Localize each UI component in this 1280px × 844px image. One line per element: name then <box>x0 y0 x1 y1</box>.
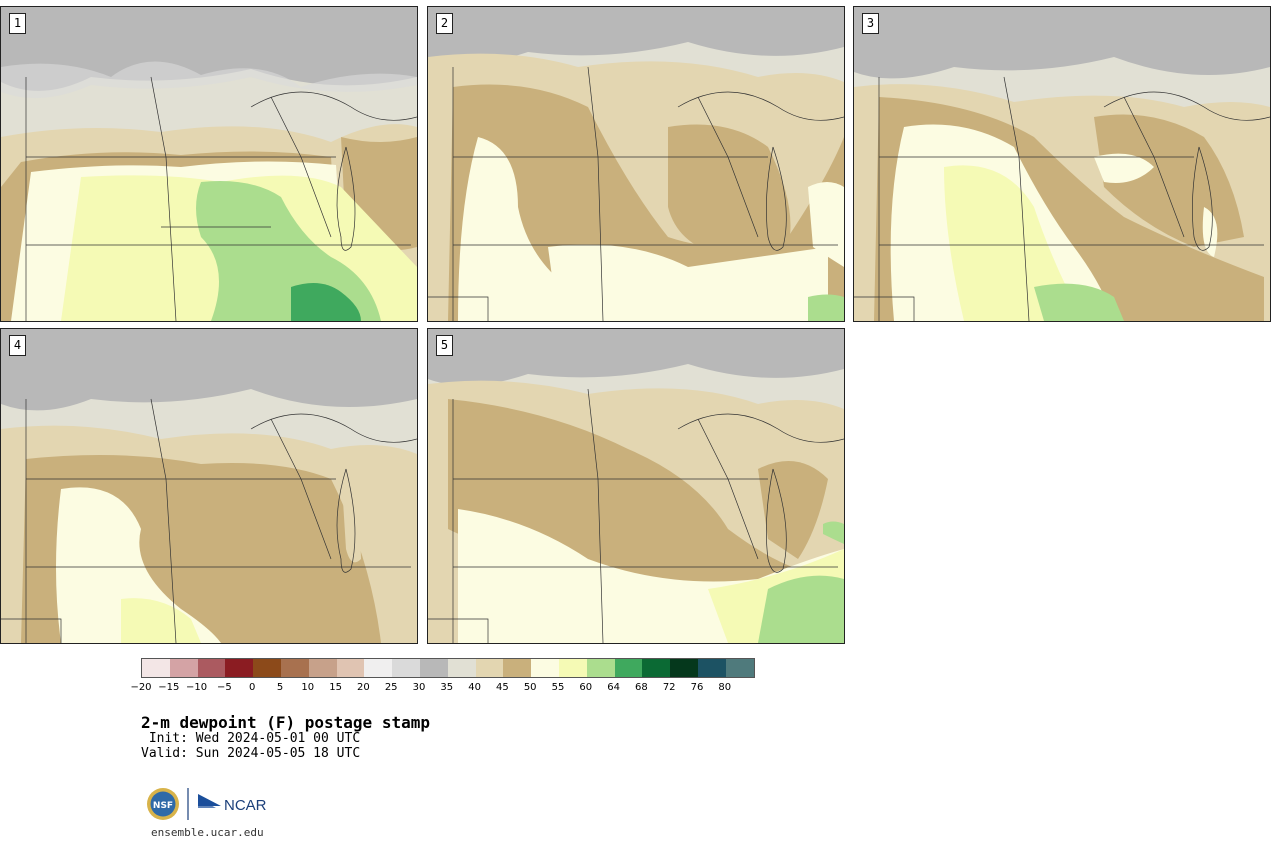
colorbar-swatch <box>336 659 365 677</box>
dewpoint-map-2 <box>428 7 844 321</box>
colorbar-swatch <box>447 659 476 677</box>
svg-text:NCAR: NCAR <box>224 797 267 814</box>
colorbar-tick-label: 5 <box>276 682 284 693</box>
colorbar-tick-label: 60 <box>579 682 593 693</box>
colorbar-swatch <box>142 659 170 677</box>
map-panel-3: 3 <box>853 6 1271 322</box>
colorbar-swatch <box>364 659 393 677</box>
map-panel-2: 2 <box>427 6 845 322</box>
panel-number: 3 <box>862 13 879 34</box>
website-url: ensemble.ucar.edu <box>151 826 264 839</box>
colorbar-tick-label: −20 <box>130 682 152 693</box>
panel-number: 4 <box>9 335 26 356</box>
colorbar-tick-label: 76 <box>690 682 704 693</box>
colorbar-swatch <box>670 659 698 677</box>
colorbar-ticks: −20 −15 −10 −5 0 5 10 15 20 25 30 35 40 45 50 55 60 64 68 7… <box>130 682 761 696</box>
colorbar-swatch <box>614 659 643 677</box>
colorbar-swatch <box>586 659 615 677</box>
colorbar-tick-label: 80 <box>718 682 732 693</box>
colorbar-tick-label: 25 <box>384 682 398 693</box>
dewpoint-map-5 <box>428 329 844 643</box>
svg-text:NSF: NSF <box>153 801 173 811</box>
colorbar-tick-label: 50 <box>523 682 537 693</box>
dewpoint-map-4 <box>1 329 417 643</box>
colorbar-tick-label: 40 <box>468 682 481 693</box>
colorbar-tick-label: 10 <box>301 682 315 693</box>
colorbar-swatch <box>169 659 198 677</box>
colorbar-tick-label: 30 <box>412 682 426 693</box>
colorbar-tick-label: 64 <box>607 682 620 693</box>
colorbar-swatch <box>308 659 337 677</box>
colorbar-tick-label: −5 <box>217 682 232 693</box>
colorbar-tick-label: −15 <box>158 682 180 693</box>
colorbar-swatch <box>697 659 726 677</box>
panel-number: 5 <box>436 335 453 356</box>
dewpoint-map-3 <box>854 7 1270 321</box>
colorbar-swatch <box>392 659 420 677</box>
init-time: Init: Wed 2024-05-01 00 UTC <box>141 731 361 746</box>
colorbar-swatch <box>280 659 309 677</box>
colorbar-swatch <box>531 659 559 677</box>
panel-number: 2 <box>436 13 453 34</box>
colorbar-swatch <box>225 659 254 677</box>
colorbar-swatch <box>558 659 587 677</box>
colorbar-tick-label: 0 <box>249 682 256 693</box>
colorbar-swatch <box>725 659 754 677</box>
map-panel-1: 1 <box>0 6 418 322</box>
colorbar-swatch <box>419 659 448 677</box>
dewpoint-map-1 <box>1 7 417 321</box>
nsf-ncar-logo: NSF NCAR <box>147 788 267 820</box>
colorbar-tick-label: 68 <box>635 682 648 693</box>
colorbar-swatch <box>253 659 281 677</box>
panel-number: 1 <box>9 13 26 34</box>
colorbar-tick-label: 15 <box>329 682 342 693</box>
colorbar-tick-label: 45 <box>496 682 509 693</box>
colorbar-tick-label: 72 <box>662 682 676 693</box>
colorbar-tick-label: 55 <box>551 682 565 693</box>
map-panel-5: 5 <box>427 328 845 644</box>
map-panel-4: 4 <box>0 328 418 644</box>
colorbar-swatch <box>642 659 671 677</box>
colorbar <box>141 658 755 678</box>
colorbar-swatch <box>503 659 532 677</box>
colorbar-tick-label: −10 <box>186 682 208 693</box>
chart-title: 2-m dewpoint (F) postage stamp <box>141 713 430 732</box>
colorbar-swatch <box>197 659 226 677</box>
colorbar-swatch <box>475 659 504 677</box>
colorbar-tick-label: 35 <box>440 682 454 693</box>
colorbar-tick-label: 20 <box>357 682 370 693</box>
valid-time: Valid: Sun 2024-05-05 18 UTC <box>141 746 361 761</box>
